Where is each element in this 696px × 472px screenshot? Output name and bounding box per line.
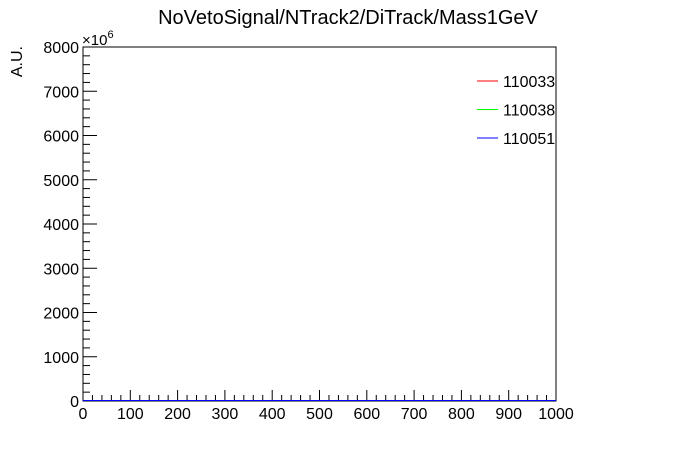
- y-axis-multiplier-base: ×10: [82, 32, 107, 49]
- y-tick-label: 1000: [43, 350, 79, 367]
- y-tick-label: 2000: [43, 306, 79, 323]
- x-tick-label: 400: [259, 406, 286, 423]
- y-axis-label: A.U.: [9, 46, 26, 77]
- x-tick-label: 600: [353, 406, 380, 423]
- y-tick-label: 8000: [43, 40, 79, 57]
- x-tick-label: 100: [117, 406, 144, 423]
- x-tick-label: 500: [306, 406, 333, 423]
- x-tick-label: 0: [79, 406, 88, 423]
- y-axis-tick-labels: 0 1000 2000 3000 4000 5000 6000 7000 8000: [43, 40, 79, 411]
- legend-label-110038: 110038: [503, 103, 555, 120]
- legend: 110033 110038 110051: [477, 74, 555, 148]
- legend-label-110033: 110033: [503, 74, 555, 91]
- chart-title: NoVetoSignal/NTrack2/DiTrack/Mass1GeV: [158, 7, 538, 29]
- legend-label-110051: 110051: [503, 131, 555, 148]
- y-axis-ticks: [83, 46, 97, 402]
- x-tick-label: 800: [448, 406, 475, 423]
- y-axis-multiplier-exponent: 6: [107, 29, 113, 41]
- x-tick-label: 1000: [538, 406, 574, 423]
- y-tick-label: 7000: [43, 84, 79, 101]
- x-tick-label: 900: [495, 406, 522, 423]
- y-tick-label: 0: [70, 394, 79, 411]
- x-tick-label: 700: [401, 406, 428, 423]
- x-tick-label: 300: [212, 406, 239, 423]
- y-tick-label: 3000: [43, 261, 79, 278]
- plot-frame: [82, 46, 557, 402]
- x-tick-label: 200: [164, 406, 191, 423]
- y-axis-multiplier: ×106: [82, 29, 114, 49]
- x-axis-tick-labels: 0 100 200 300 400 500 600 700 800 900 1000: [79, 406, 574, 423]
- y-tick-label: 5000: [43, 173, 79, 190]
- y-tick-label: 4000: [43, 217, 79, 234]
- x-axis-ticks: [82, 390, 557, 401]
- y-tick-label: 6000: [43, 129, 79, 146]
